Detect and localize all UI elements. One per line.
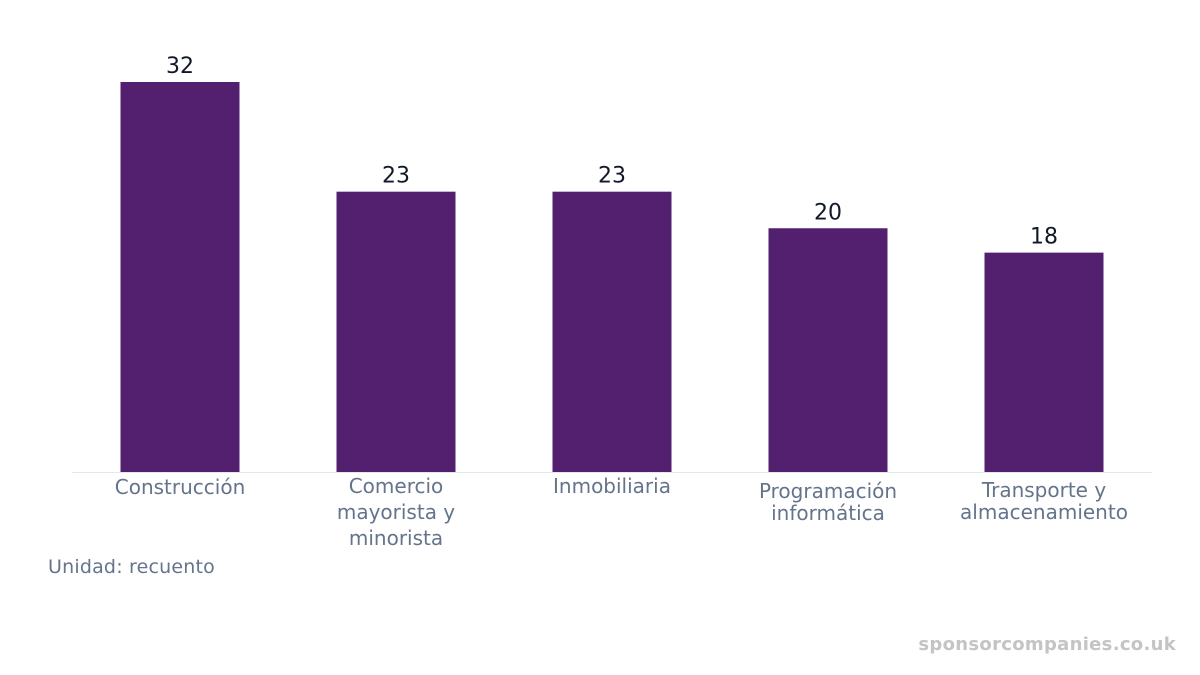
category-label-line: minorista	[349, 526, 443, 550]
data-label: 18	[1030, 225, 1058, 250]
bar	[336, 191, 456, 472]
category-label-line: Transporte y	[981, 478, 1107, 502]
watermark: sponsorcompanies.co.uk	[918, 634, 1176, 655]
category-label-line: almacenamiento	[960, 500, 1128, 524]
category-label-line: informática	[771, 501, 885, 525]
category-label: Comercio mayorista y minorista	[337, 474, 455, 550]
category-label-line: Comercio	[349, 474, 444, 498]
category-label: Programación informática	[759, 479, 897, 525]
data-label: 32	[166, 54, 194, 79]
category-labels-group: Construcción Comercio mayorista y minorista…	[115, 474, 1128, 550]
category-label-line: Construcción	[115, 475, 246, 499]
category-label-line: mayorista y	[337, 500, 455, 524]
data-label: 23	[598, 164, 626, 189]
bar	[768, 228, 888, 472]
data-label: 20	[814, 200, 842, 225]
category-label-line: Programación	[759, 479, 897, 503]
bar	[984, 252, 1104, 472]
bar	[552, 191, 672, 472]
category-label-line: Inmobiliaria	[553, 474, 671, 498]
unit-label: Unidad: recuento	[48, 556, 216, 578]
category-label: Inmobiliaria	[553, 474, 671, 498]
bar	[120, 82, 240, 472]
data-label: 23	[382, 164, 410, 189]
value-labels-group: 32 23 23 20 18	[166, 54, 1058, 250]
bars-group	[120, 82, 1104, 472]
category-label: Transporte y almacenamiento	[960, 478, 1128, 524]
category-label: Construcción	[115, 475, 246, 499]
